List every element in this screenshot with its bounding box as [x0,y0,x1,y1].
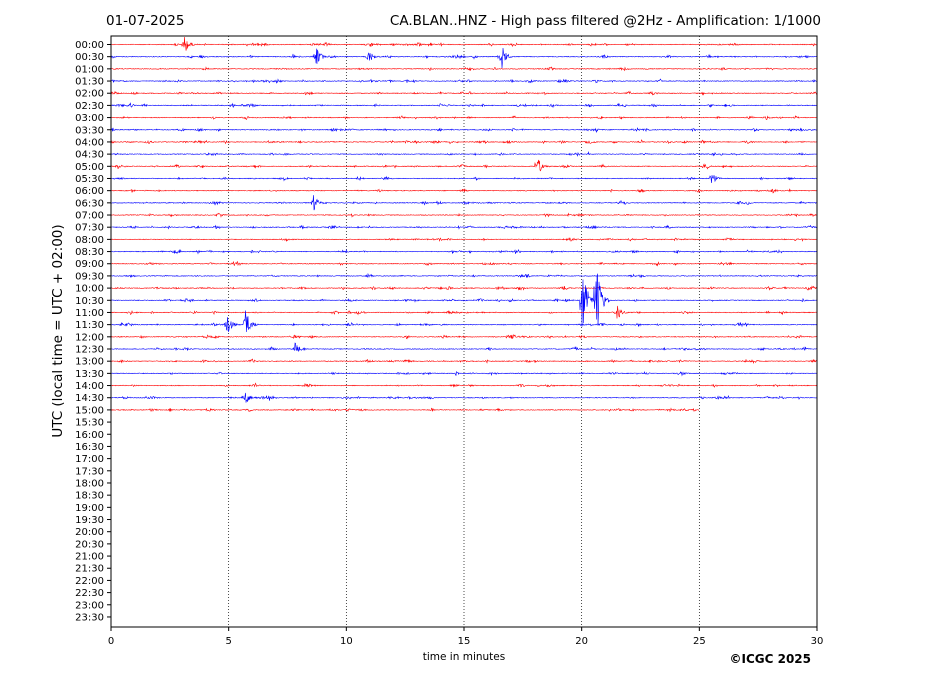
y-tick-label: 00:30 [75,52,104,63]
trace-row-00:30 [110,48,818,69]
y-tick-label: 22:00 [75,576,104,587]
trace-row-00:00 [110,37,818,51]
y-tick-label: 02:00 [75,89,104,100]
y-tick-label: 19:30 [75,515,104,526]
vertical-gridlines [228,36,700,627]
x-tick-label: 25 [693,636,706,647]
y-tick-label: 16:30 [75,442,104,453]
y-tick-label: 13:00 [75,357,104,368]
x-tick-label: 0 [108,636,114,647]
y-tick-label: 15:00 [75,405,104,416]
y-tick-label: 21:00 [75,552,104,563]
copyright-notice: ©ICGC 2025 [729,652,811,666]
y-tick-label: 03:00 [75,113,104,124]
y-tick-label: 14:30 [75,393,104,404]
x-axis-label: time in minutes [423,651,505,663]
y-tick-label: 18:30 [75,491,104,502]
y-tick-label: 07:30 [75,223,104,234]
x-tick-label: 10 [340,636,353,647]
trace-row-12:00 [110,334,818,340]
trace-row-14:00 [110,382,818,388]
y-tick-label: 02:30 [75,101,104,112]
trace-lines [110,37,818,413]
x-tick-label: 20 [575,636,588,647]
y-tick-label: 20:00 [75,527,104,538]
trace-row-05:00 [110,159,818,172]
y-tick-label: 01:00 [75,64,104,75]
y-tick-label: 11:30 [75,320,104,331]
trace-row-11:00 [110,305,818,319]
y-tick-label: 05:00 [75,162,104,173]
trace-row-06:30 [110,195,818,211]
trace-row-03:30 [110,127,818,134]
y-tick-label: 01:30 [75,77,104,88]
trace-row-07:30 [110,224,818,230]
y-tick-label: 12:30 [75,345,104,356]
y-tick-label: 13:30 [75,369,104,380]
y-tick-label: 08:00 [75,235,104,246]
trace-row-09:00 [110,260,818,267]
trace-row-03:00 [110,115,818,121]
trace-row-13:30 [110,371,818,377]
trace-row-11:30 [110,310,818,332]
y-tick-label: 11:00 [75,308,104,319]
y-tick-label: 08:30 [75,247,104,258]
x-tick-label: 15 [458,636,471,647]
y-tick-label: 12:00 [75,332,104,343]
trace-row-04:00 [110,139,818,145]
trace-row-10:00 [110,285,818,291]
y-tick-label: 18:00 [75,478,104,489]
y-tick-label: 17:30 [75,466,104,477]
trace-row-01:30 [110,78,818,84]
y-tick-label: 07:00 [75,211,104,222]
trace-row-08:00 [110,237,818,242]
y-tick-label: 04:30 [75,150,104,161]
trace-row-12:30 [110,342,818,352]
y-tick-label: 04:00 [75,137,104,148]
y-tick-label: 23:30 [75,612,104,623]
y-tick-label: 06:00 [75,186,104,197]
x-tick-label: 5 [225,636,231,647]
trace-row-05:30 [110,175,818,183]
y-tick-label: 17:00 [75,454,104,465]
trace-row-13:00 [110,358,818,364]
trace-row-04:30 [110,151,818,157]
y-tick-label: 06:30 [75,198,104,209]
y-tick-label: 15:30 [75,418,104,429]
trace-row-02:00 [110,90,818,96]
trace-row-07:00 [110,212,818,218]
trace-row-09:30 [110,272,818,279]
trace-row-02:30 [110,102,817,109]
chart-title: CA.BLAN..HNZ - High pass filtered @2Hz -… [390,13,821,29]
trace-row-06:00 [110,188,818,194]
y-tick-label: 20:30 [75,539,104,550]
trace-row-08:30 [110,248,818,255]
y-tick-label: 09:30 [75,271,104,282]
y-tick-label: 03:30 [75,125,104,136]
chart-date: 01-07-2025 [106,13,184,29]
trace-row-10:30 [110,273,818,327]
y-axis-label: UTC (local time = UTC + 02:00) [50,224,66,437]
y-tick-label: 16:00 [75,430,104,441]
y-tick-label: 10:00 [75,284,104,295]
x-axis-ticks: 0 5 10 15 20 25 30 [108,627,824,647]
y-tick-label: 14:00 [75,381,104,392]
trace-row-01:00 [110,66,818,72]
trace-row-14:30 [110,392,818,403]
y-tick-label: 21:30 [75,564,104,575]
y-tick-label: 22:30 [75,588,104,599]
y-tick-label: 05:30 [75,174,104,185]
y-tick-label: 23:00 [75,600,104,611]
x-tick-label: 30 [811,636,824,647]
plot-area [111,36,817,627]
y-tick-label: 19:00 [75,503,104,514]
y-tick-label: 09:00 [75,259,104,270]
y-tick-label: 00:00 [75,40,104,51]
trace-row-15:00 [110,407,700,413]
y-tick-label: 10:30 [75,296,104,307]
